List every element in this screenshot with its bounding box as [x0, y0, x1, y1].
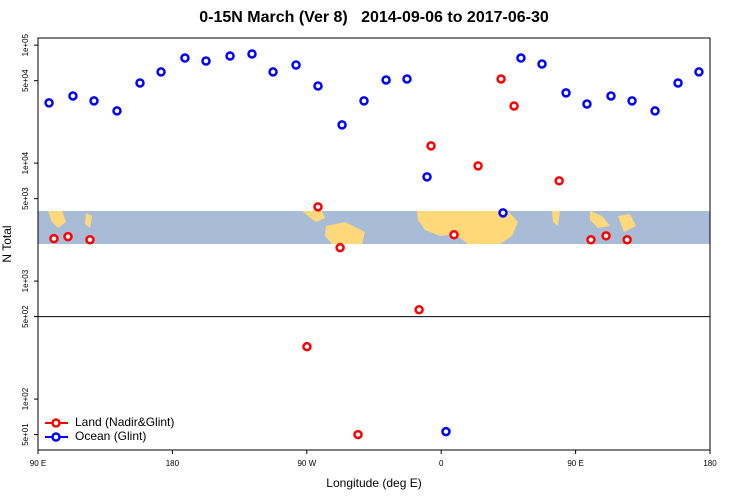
point	[509, 101, 519, 111]
point	[63, 231, 73, 242]
x-tick-label: 0	[439, 459, 444, 468]
point	[426, 141, 436, 151]
plot-frame	[37, 37, 711, 451]
point	[516, 53, 526, 63]
x-tick-label: 180	[166, 459, 180, 468]
point	[694, 67, 704, 77]
point	[582, 99, 592, 109]
point	[650, 106, 660, 116]
map-land	[302, 211, 325, 222]
chart-title: 0-15N March (Ver 8) 2014-09-06 to 2017-0…	[199, 9, 549, 26]
legend-marker	[51, 418, 61, 428]
x-axis-label: Longitude (deg E)	[326, 476, 421, 490]
point	[49, 233, 59, 244]
point	[673, 78, 683, 88]
point	[422, 172, 432, 182]
y-tick-label: 1e+05	[21, 33, 30, 56]
point	[225, 51, 235, 61]
point	[627, 96, 637, 106]
point	[268, 67, 278, 77]
point	[622, 235, 632, 245]
point	[201, 56, 211, 66]
point	[606, 91, 616, 101]
y-tick-label: 5e+02	[21, 305, 30, 328]
point	[359, 96, 369, 106]
y-axis-label: N Total	[0, 225, 14, 262]
point	[44, 98, 54, 108]
y-tick-label: 5e+01	[21, 423, 30, 446]
point	[402, 74, 412, 84]
point	[496, 74, 506, 84]
legend-label: Land (Nadir&Glint)	[75, 415, 174, 429]
map-land	[85, 213, 92, 228]
map-land	[552, 211, 560, 226]
point	[313, 202, 323, 212]
point	[353, 429, 363, 440]
point	[337, 120, 347, 130]
map-land	[48, 211, 66, 228]
map-land	[590, 211, 610, 228]
x-tick-label: 90 W	[297, 459, 316, 468]
point	[414, 304, 424, 315]
point	[302, 341, 312, 352]
point	[335, 242, 345, 253]
point	[112, 106, 122, 116]
point	[498, 208, 508, 218]
point	[85, 235, 95, 245]
map-land	[417, 211, 518, 244]
map-land	[618, 214, 636, 232]
point	[586, 235, 596, 245]
point	[554, 176, 564, 186]
y-tick-label: 5e+04	[21, 69, 30, 92]
legend-marker	[51, 432, 61, 442]
point	[291, 60, 301, 70]
point	[89, 96, 99, 106]
x-tick-label: 90 E	[30, 459, 46, 468]
point	[247, 49, 257, 59]
x-tick-label: 90 E	[567, 459, 583, 468]
map-land	[325, 222, 365, 244]
x-tick-label: 180	[703, 459, 717, 468]
point	[313, 81, 323, 91]
point	[441, 426, 451, 437]
point	[601, 231, 611, 241]
y-tick-label: 1e+04	[21, 151, 30, 174]
point	[561, 88, 571, 98]
point	[135, 78, 145, 88]
point	[180, 53, 190, 63]
y-tick-label: 1e+02	[21, 387, 30, 410]
point	[473, 161, 483, 171]
y-tick-label: 5e+03	[21, 187, 30, 210]
y-tick-label: 1e+03	[21, 269, 30, 292]
point	[68, 91, 78, 101]
map-background	[38, 211, 710, 244]
point	[449, 230, 459, 240]
point	[381, 75, 391, 85]
legend-label: Ocean (Glint)	[75, 429, 146, 443]
point	[156, 67, 166, 77]
point	[537, 59, 547, 69]
